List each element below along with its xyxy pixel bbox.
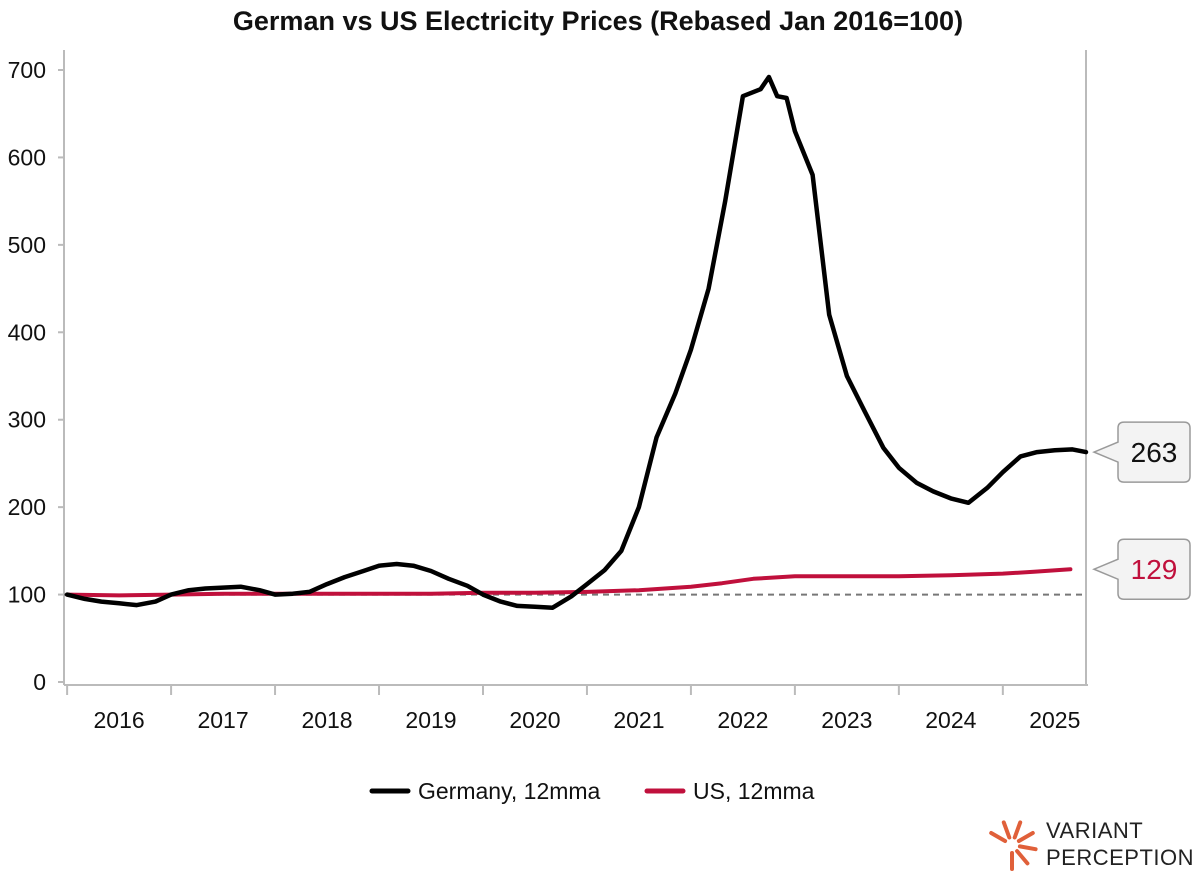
x-tick-label: 2024 <box>925 707 976 733</box>
y-tick-label: 600 <box>8 144 46 170</box>
x-tick-label: 2019 <box>405 707 456 733</box>
brand: VARIANT PERCEPTION <box>989 818 1194 871</box>
y-ticks: 0 100 200 300 400 500 600 700 <box>8 57 64 695</box>
brand-name-line1: VARIANT <box>1046 818 1143 843</box>
y-tick-label: 500 <box>8 232 46 258</box>
y-tick-label: 200 <box>8 494 46 520</box>
logo-ray <box>1012 820 1023 840</box>
x-tick-label: 2023 <box>821 707 872 733</box>
legend-label-us: US, 12mma <box>693 778 815 804</box>
x-tick-label: 2018 <box>301 707 352 733</box>
logo-ray <box>989 831 1008 843</box>
x-tick-label: 2016 <box>94 707 145 733</box>
series-line-germany <box>64 74 1089 610</box>
sunburst-logo-icon <box>989 820 1038 871</box>
x-tick-label: 2021 <box>613 707 664 733</box>
logo-ray <box>1001 820 1012 840</box>
series-line-us <box>65 567 1073 598</box>
last-value-callouts: 263 129 <box>1092 421 1191 600</box>
legend-label-germany: Germany, 12mma <box>418 778 601 804</box>
callout-label-germany: 263 <box>1131 437 1178 468</box>
legend: Germany, 12mma US, 12mma <box>369 778 815 804</box>
callout-label-us: 129 <box>1131 554 1178 585</box>
x-tick-label: 2025 <box>1029 707 1080 733</box>
logo-ray <box>1016 831 1035 843</box>
y-tick-label: 700 <box>8 57 46 83</box>
y-tick-label: 300 <box>8 407 46 433</box>
callout-box-germany <box>1092 421 1191 483</box>
logo-ray <box>1015 849 1030 866</box>
logo-ray <box>1017 844 1038 852</box>
brand-name-line2: PERCEPTION <box>1046 845 1194 870</box>
y-tick-label: 0 <box>33 669 46 695</box>
callout-box-us <box>1092 538 1191 600</box>
x-ticks: 2016 2017 2018 2019 2020 2021 2022 2023 2024 2025 <box>66 685 1080 733</box>
y-tick-label: 100 <box>8 582 46 608</box>
series-group <box>64 74 1089 610</box>
y-tick-label: 400 <box>8 319 46 345</box>
x-tick-label: 2020 <box>509 707 560 733</box>
chart-title: German vs US Electricity Prices (Rebased… <box>233 6 963 36</box>
x-tick-label: 2022 <box>717 707 768 733</box>
x-tick-label: 2017 <box>197 707 248 733</box>
